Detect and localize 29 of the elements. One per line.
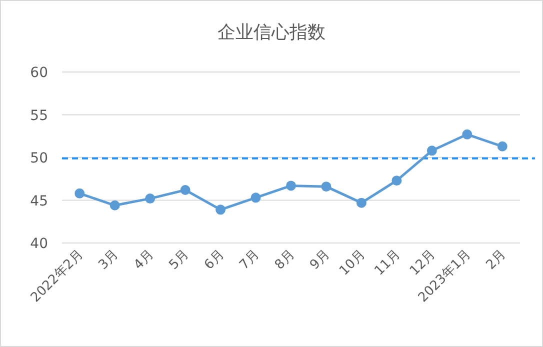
point xyxy=(286,180,296,191)
point xyxy=(321,182,332,192)
point xyxy=(250,192,261,203)
chart-title: 企业信心指数 xyxy=(218,22,326,43)
x-tick-label: 3月 xyxy=(96,247,122,273)
x-tick-label: 6月 xyxy=(202,247,228,273)
point xyxy=(426,146,437,156)
x-tick-label: 4月 xyxy=(131,247,157,273)
y-tick-label: 55 xyxy=(30,108,48,124)
x-tick-label: 9月 xyxy=(307,247,334,273)
point xyxy=(216,204,226,215)
point xyxy=(180,184,190,195)
x-tick-label: 11月 xyxy=(372,247,404,279)
point xyxy=(110,200,120,210)
point xyxy=(497,141,508,152)
x-tick-label: 7月 xyxy=(236,247,263,273)
x-tick-label: 10月 xyxy=(336,247,368,279)
point xyxy=(356,198,366,208)
x-tick-label: 8月 xyxy=(272,247,298,273)
y-tick-label: 40 xyxy=(30,236,48,252)
point xyxy=(74,188,85,198)
y-tick-label: 50 xyxy=(30,150,48,166)
x-tick-label: 5月 xyxy=(166,247,192,273)
x-tick-label: 2月 xyxy=(484,247,510,273)
y-tick-label: 45 xyxy=(30,193,48,210)
point xyxy=(392,176,402,186)
point xyxy=(145,194,156,204)
y-tick-label: 60 xyxy=(30,65,48,81)
point xyxy=(462,129,472,140)
